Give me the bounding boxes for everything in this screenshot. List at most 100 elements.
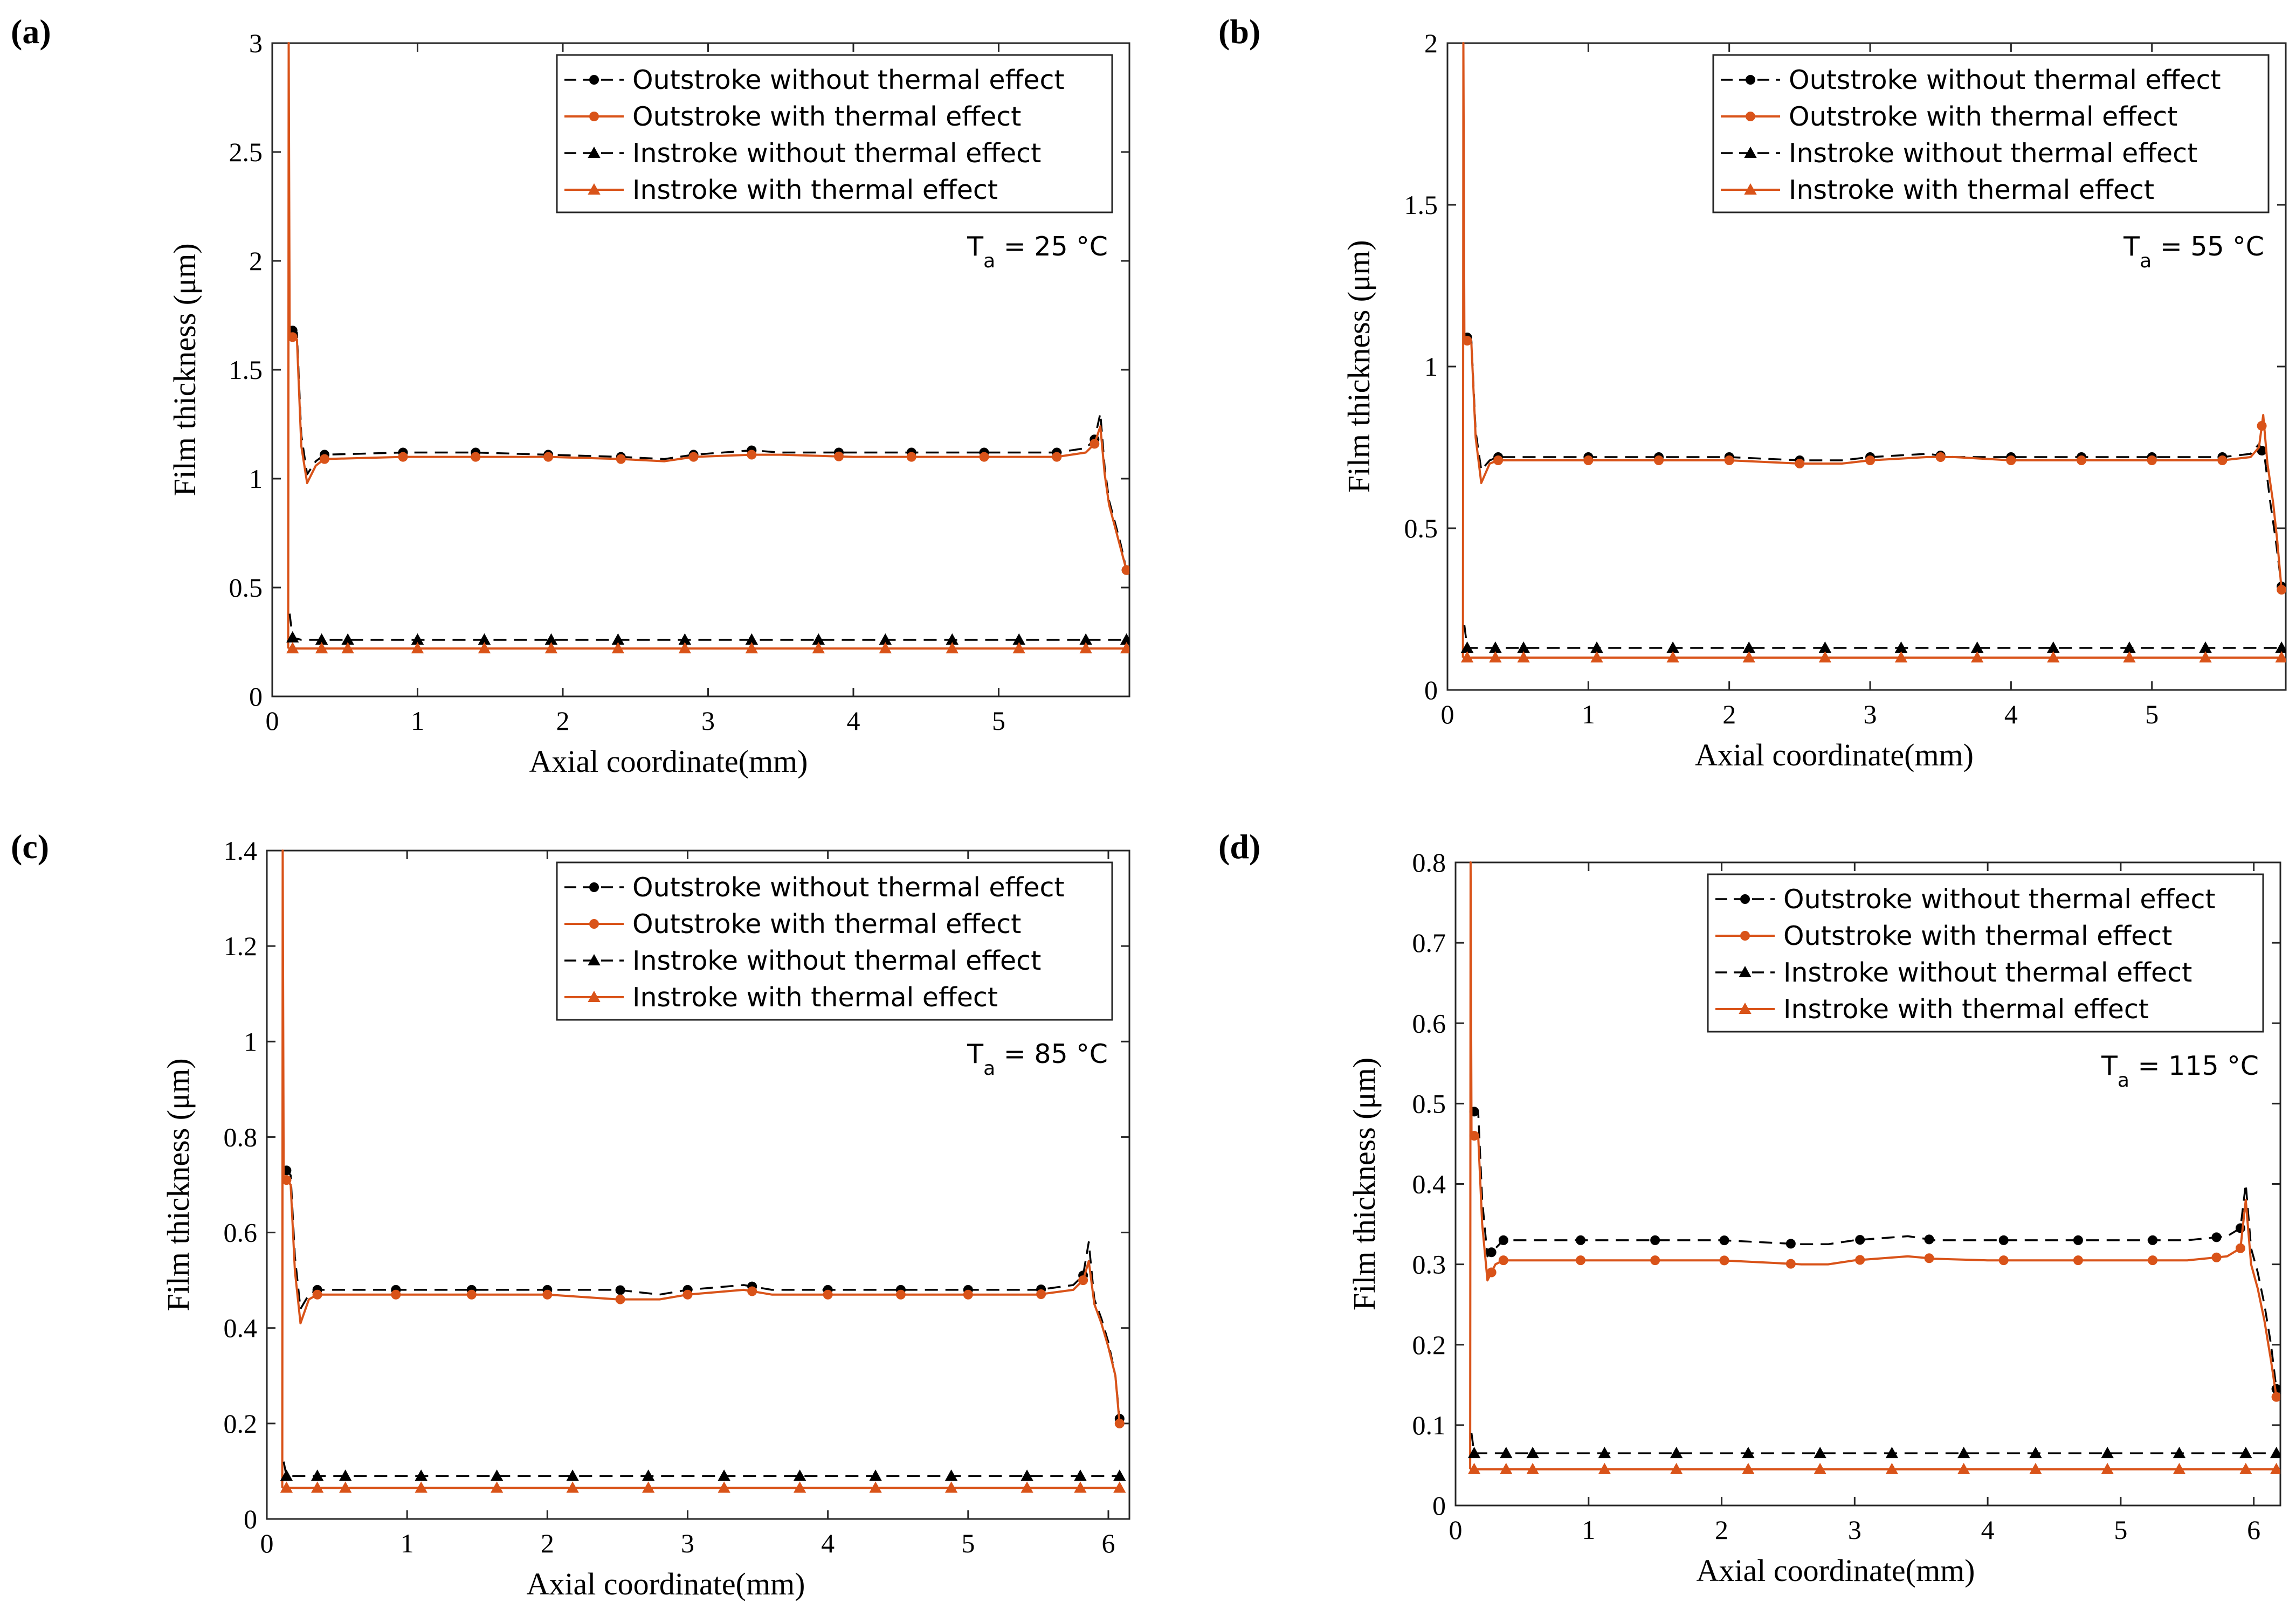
chart-panel-d: (d) 0 1 2 3 4 5 6 0 0.1 0.2 0.3 0.4 0.5 0.6 0.7 0.8 Axial… bbox=[1218, 827, 2281, 1588]
data-point bbox=[1598, 1462, 1611, 1474]
data-point bbox=[1998, 1235, 2009, 1245]
data-point bbox=[1970, 651, 1984, 662]
legend-box bbox=[556, 861, 1113, 1021]
annotation-subscript: a bbox=[2118, 1069, 2129, 1092]
series-line bbox=[1470, 1433, 2277, 1454]
series-outstroke-with-thermal-effect bbox=[287, 42, 1129, 649]
data-layer bbox=[280, 850, 1126, 1493]
data-point bbox=[1855, 1255, 1865, 1265]
data-point bbox=[478, 642, 491, 654]
axes-box bbox=[266, 850, 1130, 1520]
data-point bbox=[311, 1469, 324, 1481]
data-point bbox=[944, 1469, 958, 1481]
y-tick-label: 0.3 bbox=[1412, 1249, 1446, 1280]
legend: Outstroke without thermal effect Outstrok… bbox=[1712, 54, 2270, 213]
data-point bbox=[1957, 1462, 1970, 1474]
data-point bbox=[1078, 1275, 1088, 1286]
legend-marker bbox=[1746, 75, 1755, 85]
x-tick-label: 4 bbox=[821, 1528, 835, 1558]
x-tick-label: 1 bbox=[401, 1528, 414, 1558]
data-layer bbox=[1460, 42, 2286, 662]
data-point bbox=[2147, 455, 2157, 465]
data-point bbox=[341, 642, 354, 654]
series-instroke-without-thermal-effect bbox=[280, 1461, 1126, 1481]
data-point bbox=[1021, 1469, 1033, 1481]
annotation-subscript: a bbox=[983, 250, 995, 272]
series-outstroke-with-thermal-effect bbox=[281, 850, 1125, 1488]
series-line bbox=[1471, 1110, 2278, 1390]
y-tick-label: 1.5 bbox=[1404, 190, 1438, 220]
data-point bbox=[1666, 651, 1679, 662]
series-instroke-with-thermal-effect bbox=[286, 642, 1129, 654]
y-tick-label: 0.2 bbox=[224, 1408, 258, 1439]
y-tick-label: 0.5 bbox=[1412, 1088, 1446, 1118]
y-tick-label: 1.2 bbox=[224, 931, 258, 961]
data-point bbox=[2101, 1462, 2114, 1474]
data-point bbox=[642, 1481, 655, 1493]
x-tick-label: 3 bbox=[1864, 699, 1877, 729]
data-point bbox=[2173, 1447, 2186, 1459]
y-tick-label: 0.8 bbox=[1412, 847, 1446, 878]
y-tick-label: 2.5 bbox=[229, 137, 263, 167]
data-point bbox=[1467, 1462, 1481, 1474]
data-point bbox=[1785, 1239, 1796, 1249]
x-tick-label: 4 bbox=[1981, 1515, 1995, 1545]
data-point bbox=[287, 332, 298, 342]
data-point bbox=[490, 1481, 504, 1493]
legend-label: Outstroke with thermal effect bbox=[632, 909, 1021, 940]
data-point bbox=[2073, 1255, 2083, 1266]
legend-item: Instroke without thermal effect bbox=[564, 138, 1041, 169]
data-point bbox=[2275, 651, 2286, 662]
legend-label: Outstroke with thermal effect bbox=[1783, 921, 2172, 951]
x-tick-label: 1 bbox=[1582, 699, 1595, 729]
data-point bbox=[566, 1481, 579, 1493]
data-point bbox=[1924, 1253, 1934, 1263]
legend-item: Outstroke without thermal effect bbox=[564, 872, 1065, 903]
data-point bbox=[1498, 1255, 1508, 1266]
data-point bbox=[2006, 455, 2016, 465]
data-point bbox=[1590, 651, 1603, 662]
series-instroke-with-thermal-effect bbox=[1460, 651, 2286, 662]
x-tick-label: 0 bbox=[266, 706, 279, 736]
legend-label: Outstroke without thermal effect bbox=[1783, 884, 2216, 915]
data-point bbox=[2277, 585, 2286, 595]
data-point bbox=[2211, 1252, 2222, 1262]
data-point bbox=[2077, 455, 2087, 465]
legend-marker bbox=[588, 183, 601, 195]
legend-marker bbox=[1746, 112, 1755, 121]
panel-label: (a) bbox=[11, 12, 51, 51]
data-point bbox=[718, 1481, 730, 1493]
annotation-subscript: a bbox=[2140, 250, 2152, 272]
legend-item: Instroke without thermal effect bbox=[564, 945, 1041, 976]
legend-label: Instroke without thermal effect bbox=[1789, 138, 2197, 169]
data-point bbox=[1114, 1418, 1125, 1428]
data-point bbox=[946, 642, 959, 654]
legend-label: Instroke without thermal effect bbox=[632, 138, 1041, 169]
y-tick-label: 0.1 bbox=[1412, 1410, 1446, 1440]
data-point bbox=[793, 1481, 806, 1493]
legend-item: Instroke with thermal effect bbox=[1715, 994, 2149, 1025]
data-point bbox=[682, 1289, 693, 1300]
data-point bbox=[1500, 1462, 1513, 1474]
x-axis-title: Axial coordinate(mm) bbox=[1695, 737, 1974, 772]
data-point bbox=[1742, 1447, 1755, 1459]
x-tick-label: 2 bbox=[541, 1528, 554, 1558]
data-point bbox=[415, 1481, 428, 1493]
x-tick-label: 5 bbox=[992, 706, 1005, 736]
series-outstroke-with-thermal-effect bbox=[1469, 861, 2280, 1469]
data-point bbox=[281, 1175, 292, 1185]
data-point bbox=[544, 642, 558, 654]
data-point bbox=[2047, 651, 2060, 662]
data-point bbox=[1074, 1481, 1087, 1493]
data-point bbox=[1120, 642, 1129, 654]
series-line bbox=[1463, 625, 2282, 649]
x-tick-label: 0 bbox=[1449, 1515, 1463, 1545]
data-point bbox=[616, 454, 626, 464]
data-point bbox=[2029, 1462, 2042, 1474]
data-point bbox=[1493, 455, 1504, 465]
legend-marker bbox=[1744, 183, 1757, 195]
data-point bbox=[286, 631, 299, 643]
annotation-value: = 115 °C bbox=[2129, 1051, 2259, 1081]
data-point bbox=[2148, 1255, 2158, 1266]
